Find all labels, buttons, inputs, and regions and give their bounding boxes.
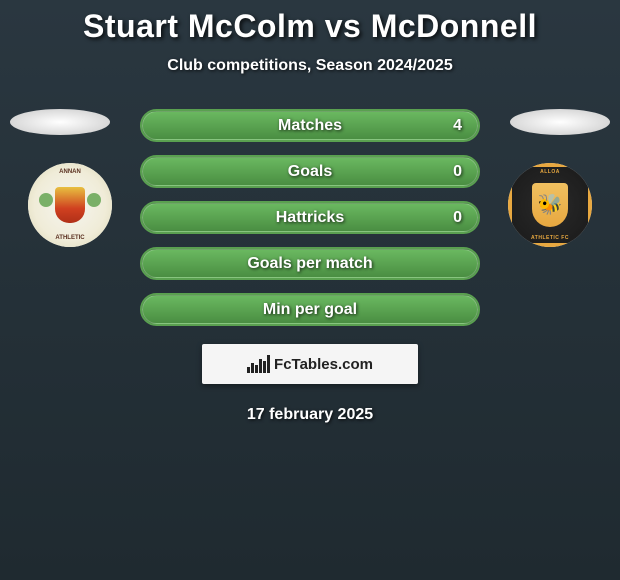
stat-label: Min per goal (263, 301, 357, 319)
club-badge-right: ALLOA 🐝 ATHLETIC FC (508, 163, 592, 247)
badge-right-text-top: ALLOA (540, 169, 560, 175)
shield-icon (55, 187, 85, 223)
subtitle: Club competitions, Season 2024/2025 (0, 57, 620, 75)
stat-row: Goals 0 (140, 155, 480, 188)
footer-date: 17 february 2025 (0, 406, 620, 424)
player-right-silhouette (510, 109, 610, 135)
comparison-panel: ANNAN ATHLETIC ALLOA 🐝 ATHLETIC FC Match… (0, 109, 620, 424)
stat-row: Matches 4 (140, 109, 480, 142)
badge-right-text-bottom: ATHLETIC FC (531, 235, 569, 241)
player-left-silhouette (10, 109, 110, 135)
bar-chart-icon (247, 355, 270, 373)
branding-text: FcTables.com (274, 356, 373, 373)
page-title: Stuart McColm vs McDonnell (0, 0, 620, 45)
stat-label: Goals (288, 163, 332, 181)
stat-value: 4 (453, 117, 462, 135)
badge-left-text-top: ANNAN (59, 169, 81, 175)
wasp-icon: 🐝 (538, 195, 563, 215)
stat-label: Goals per match (247, 255, 372, 273)
stats-list: Matches 4 Goals 0 Hattricks 0 Goals per match M… (140, 109, 480, 326)
stat-value: 0 (453, 209, 462, 227)
badge-left-text-bottom: ATHLETIC (55, 235, 84, 241)
stat-value: 0 (453, 163, 462, 181)
stat-row: Hattricks 0 (140, 201, 480, 234)
stat-row: Goals per match (140, 247, 480, 280)
stat-label: Matches (278, 117, 342, 135)
branding-box: FcTables.com (202, 344, 418, 384)
stat-row: Min per goal (140, 293, 480, 326)
stat-label: Hattricks (276, 209, 344, 227)
club-badge-left: ANNAN ATHLETIC (28, 163, 112, 247)
shield-icon: 🐝 (532, 183, 568, 227)
